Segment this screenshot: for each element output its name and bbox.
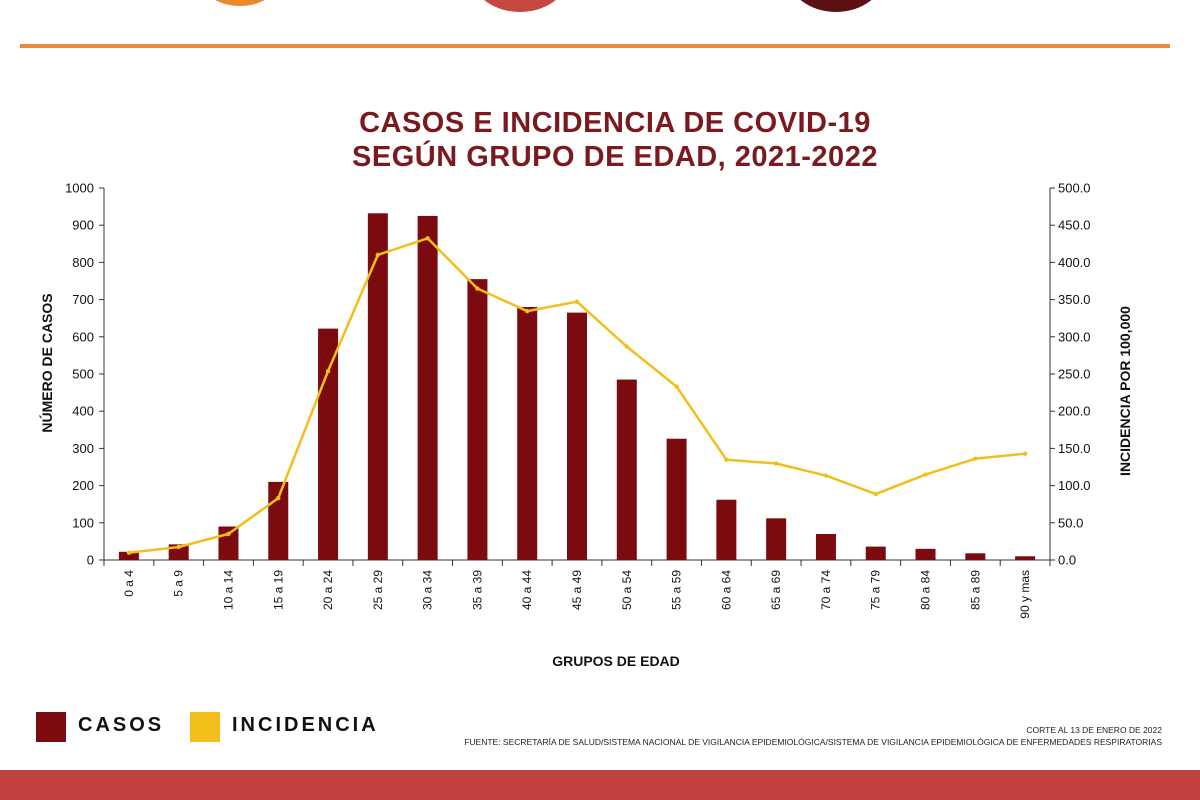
bar-casos	[567, 312, 587, 560]
point-incidencia	[525, 308, 530, 314]
y2-tick-label: 150.0	[1058, 441, 1091, 456]
point-incidencia	[773, 461, 779, 466]
footer-notes: CORTE AL 13 DE ENERO DE 2022 FUENTE: SEC…	[464, 724, 1162, 748]
y2-tick-label: 300.0	[1058, 329, 1091, 344]
y2-tick-label: 100.0	[1058, 478, 1091, 493]
y2-tick-label: 350.0	[1058, 292, 1091, 307]
chart-title-line-2: SEGÚN GRUPO DE EDAD, 2021-2022	[352, 141, 878, 173]
x-tick-label: 25 a 29	[371, 570, 385, 610]
point-incidencia	[823, 473, 829, 478]
x-tick-label: 40 a 44	[520, 570, 534, 610]
legend-label-incidencia: INCIDENCIA	[232, 714, 379, 736]
chart-canvas: 0 100 200 300 400 500 600 700 800 900 1000 0.0 50.0 1…	[38, 181, 1133, 670]
chart-title: CASOS E INCIDENCIA DE COVID-19 SEGÚN GRU…	[300, 106, 930, 174]
x-tick-label: 50 a 54	[620, 570, 634, 610]
x-tick-label: 45 a 49	[570, 570, 584, 610]
y-tick-label: 900	[72, 218, 94, 233]
bar-casos	[467, 279, 488, 560]
point-incidencia	[176, 544, 181, 550]
x-tick-label: 75 a 79	[869, 570, 883, 610]
x-tick-label: 5 a 9	[172, 570, 186, 597]
decorative-circle-orange	[200, 0, 280, 6]
point-incidencia	[724, 457, 729, 462]
bar-casos	[766, 518, 787, 560]
x-tick-label: 90 y mas	[1018, 570, 1032, 619]
point-incidencia	[375, 252, 381, 258]
y-tick-label: 400	[72, 404, 94, 419]
bar-casos	[367, 213, 388, 560]
y2-axis-title: INCIDENCIA POR 100,000	[1117, 306, 1133, 476]
point-incidencia	[873, 491, 878, 497]
y2-tick-label: 250.0	[1058, 367, 1091, 382]
x-tick-label: 60 a 64	[719, 570, 733, 610]
x-tick-label: 30 a 34	[421, 570, 435, 610]
point-incidencia	[425, 236, 430, 241]
point-incidencia	[1022, 451, 1028, 456]
bar-casos	[616, 379, 637, 560]
x-tick-label: 10 a 14	[221, 570, 235, 610]
y-tick-label: 500	[72, 367, 94, 382]
y-tick-label: 200	[72, 478, 94, 493]
y2-tick-label: 50.0	[1058, 515, 1083, 530]
bottom-bar	[0, 770, 1200, 800]
point-incidencia	[923, 472, 928, 477]
point-incidencia	[126, 550, 132, 555]
x-tick-label: 55 a 59	[670, 570, 684, 610]
bar-casos	[417, 215, 438, 560]
bar-casos	[318, 328, 339, 560]
y-tick-label: 300	[72, 441, 94, 456]
x-tick-label: 35 a 39	[470, 570, 484, 610]
legend-swatch-incidencia	[190, 712, 220, 742]
y2-tick-label: 500.0	[1058, 181, 1091, 196]
source-note: FUENTE: SECRETARÍA DE SALUD/SISTEMA NACI…	[464, 737, 1162, 747]
bar-casos	[268, 481, 289, 560]
y-axis-title: NÚMERO DE CASOS	[38, 293, 55, 432]
x-tick-label: 80 a 84	[919, 570, 933, 610]
bar-casos	[965, 553, 986, 560]
y2-tick-label: 200.0	[1058, 404, 1091, 419]
x-axis-title: GRUPOS DE EDAD	[552, 653, 680, 669]
point-incidencia	[574, 299, 580, 304]
y-tick-label: 100	[72, 515, 94, 530]
point-incidencia	[973, 456, 978, 461]
point-incidencia	[674, 384, 679, 389]
bar-casos	[815, 533, 836, 560]
y2-tick-label: 400.0	[1058, 255, 1091, 270]
bar-casos	[218, 526, 239, 560]
x-tick-label: 70 a 74	[819, 570, 833, 610]
y2-tick-label: 450.0	[1058, 218, 1091, 233]
y-tick-label: 600	[72, 329, 94, 344]
y-tick-label: 0	[87, 553, 94, 568]
x-tick-label: 15 a 19	[271, 570, 285, 610]
point-incidencia	[226, 531, 231, 537]
x-tick-label: 85 a 89	[968, 570, 982, 610]
point-incidencia	[276, 495, 281, 501]
point-incidencia	[624, 344, 629, 349]
y-tick-label: 800	[72, 255, 94, 270]
legend-label-casos: CASOS	[78, 714, 165, 736]
bar-casos	[716, 499, 737, 560]
point-incidencia	[475, 286, 480, 291]
x-tick-label: 65 a 69	[769, 570, 783, 610]
legend-swatch-casos	[36, 712, 66, 742]
y-tick-label: 700	[72, 292, 94, 307]
y2-tick-label: 0.0	[1058, 553, 1076, 568]
y-tick-label: 1000	[65, 181, 94, 196]
bar-casos	[1015, 556, 1036, 560]
bar-casos	[915, 548, 936, 560]
x-tick-label: 0 a 4	[122, 570, 136, 597]
chart-title-line-1: CASOS E INCIDENCIA DE COVID-19	[359, 107, 871, 139]
point-incidencia	[325, 368, 331, 374]
cutoff-date-note: CORTE AL 13 DE ENERO DE 2022	[1026, 725, 1162, 735]
top-divider	[20, 44, 1170, 48]
bar-casos	[865, 546, 886, 560]
bar-casos	[118, 551, 139, 560]
bar-casos	[666, 438, 687, 560]
bar-casos	[517, 307, 538, 560]
x-tick-label: 20 a 24	[321, 570, 335, 610]
